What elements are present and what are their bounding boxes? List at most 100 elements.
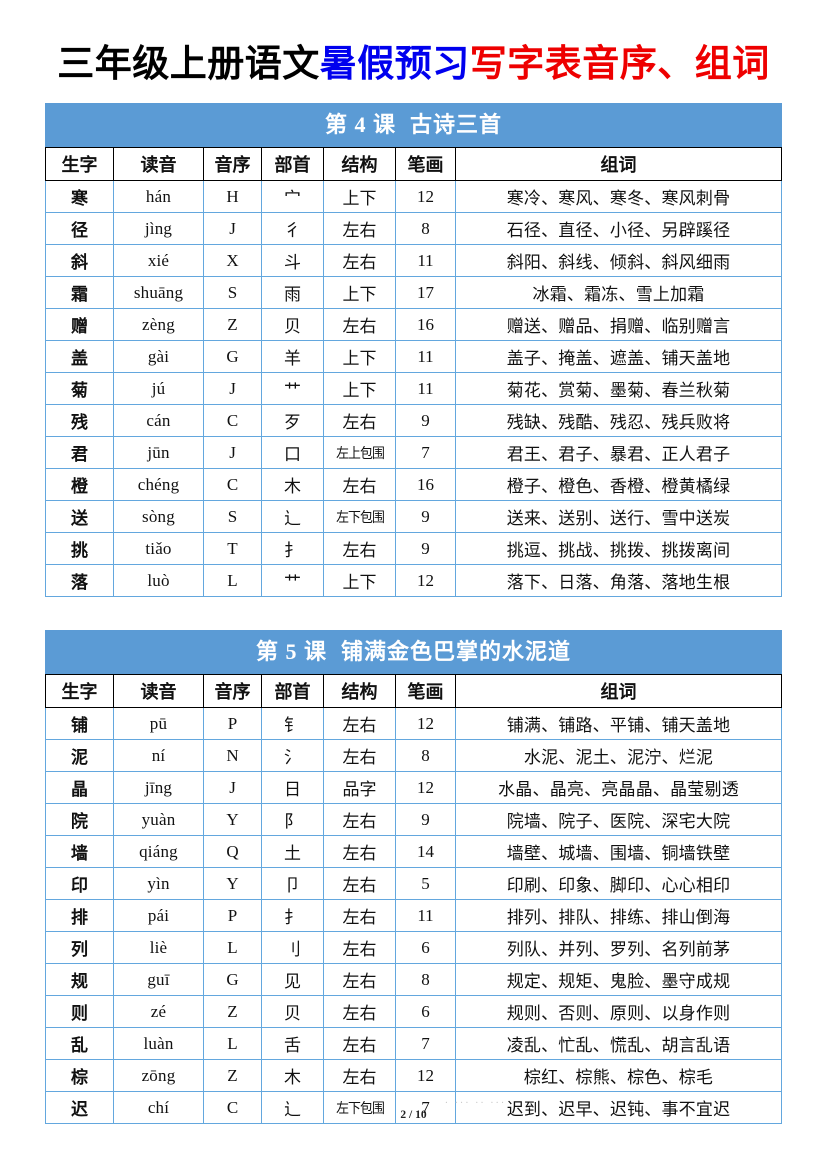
cell-jiegou: 左右 xyxy=(323,963,396,997)
column-header-bushou: 部首 xyxy=(261,674,324,709)
cell-pinyin: jīng xyxy=(113,771,204,805)
cell-yinxu: C xyxy=(203,404,262,438)
cell-yinxu: S xyxy=(203,276,262,310)
cell-bushou: 阝 xyxy=(261,803,324,837)
lesson-section: 第 4 课古诗三首 生字 读音 音序 部首 结构 笔画 组词寒 hán H 宀上下 12 寒冷、寒风、寒… xyxy=(45,103,782,598)
cell-bihua: 6 xyxy=(395,931,456,965)
lesson-number: 第 4 课 xyxy=(324,112,396,138)
cell-jiegou: 左右 xyxy=(323,835,396,869)
cell-jiegou: 左右 xyxy=(323,1027,396,1061)
cell-yinxu: Y xyxy=(203,867,262,901)
cell-zuci: 规则、否则、原则、以身作则 xyxy=(455,995,782,1029)
table-row: 寒 hán H 宀上下 12 寒冷、寒风、寒冬、寒风刺骨 xyxy=(45,180,782,214)
column-header-jiegou: 结构 xyxy=(323,147,396,182)
cell-bihua: 11 xyxy=(395,340,456,374)
cell-yinxu: L xyxy=(203,931,262,965)
cell-zuci: 石径、直径、小径、另辟蹊径 xyxy=(455,212,782,246)
cell-jiegou: 上下 xyxy=(323,276,396,310)
cell-zi: 墙 xyxy=(45,835,114,869)
table-row: 印 yìn Y 卩左右 5 印刷、印象、脚印、心心相印 xyxy=(45,867,782,901)
table-row: 送 sòng S 辶左下包围 9 送来、送别、送行、雪中送炭 xyxy=(45,500,782,534)
cell-pinyin: shuāng xyxy=(113,276,204,310)
column-header-zuci: 组词 xyxy=(455,674,782,709)
table-row: 迟 chí C 辶左下包围 7 迟到、迟早、迟钝、事不宜迟 xyxy=(45,1091,782,1125)
cell-zuci: 冰霜、霜冻、雪上加霜 xyxy=(455,276,782,310)
cell-bushou: 扌 xyxy=(261,532,324,566)
column-header-zi: 生字 xyxy=(45,674,114,709)
cell-jiegou: 上下 xyxy=(323,340,396,374)
cell-zuci: 列队、并列、罗列、名列前茅 xyxy=(455,931,782,965)
table-header-row: 生字 读音 音序 部首 结构 笔画 组词 xyxy=(45,147,782,182)
cell-zuci: 院墙、院子、医院、深宅大院 xyxy=(455,803,782,837)
cell-zuci: 规定、规矩、鬼脸、墨守成规 xyxy=(455,963,782,997)
cell-yinxu: Y xyxy=(203,803,262,837)
cell-bihua: 11 xyxy=(395,899,456,933)
cell-jiegou: 左右 xyxy=(323,931,396,965)
cell-zuci: 送来、送别、送行、雪中送炭 xyxy=(455,500,782,534)
cell-pinyin: pái xyxy=(113,899,204,933)
cell-zi: 铺 xyxy=(45,707,114,741)
cell-pinyin: yìn xyxy=(113,867,204,901)
cell-pinyin: jūn xyxy=(113,436,204,470)
table-row: 残 cán C 歹左右 9 残缺、残酷、残忍、残兵败将 xyxy=(45,404,782,438)
cell-zi: 印 xyxy=(45,867,114,901)
cell-yinxu: G xyxy=(203,963,262,997)
column-header-yinxu: 音序 xyxy=(203,147,262,182)
cell-bushou: 木 xyxy=(261,1059,324,1093)
cell-yinxu: P xyxy=(203,899,262,933)
cell-zuci: 印刷、印象、脚印、心心相印 xyxy=(455,867,782,901)
table-row: 盖 gài G 羊上下 11 盖子、掩盖、遮盖、铺天盖地 xyxy=(45,340,782,374)
table-row: 菊 jú J 艹上下 11 菊花、赏菊、墨菊、春兰秋菊 xyxy=(45,372,782,406)
cell-bushou: 斗 xyxy=(261,244,324,278)
table-row: 棕 zōng Z 木左右 12 棕红、棕熊、棕色、棕毛 xyxy=(45,1059,782,1093)
cell-yinxu: L xyxy=(203,1027,262,1061)
table-row: 院 yuàn Y 阝左右 9 院墙、院子、医院、深宅大院 xyxy=(45,803,782,837)
cell-bihua: 12 xyxy=(395,1059,456,1093)
cell-zi: 泥 xyxy=(45,739,114,773)
cell-jiegou: 上下 xyxy=(323,372,396,406)
column-header-zi: 生字 xyxy=(45,147,114,182)
cell-pinyin: chéng xyxy=(113,468,204,502)
cell-jiegou: 上下 xyxy=(323,564,396,598)
cell-bihua: 8 xyxy=(395,212,456,246)
cell-zi: 送 xyxy=(45,500,114,534)
table-row: 径 jìng J 彳左右 8 石径、直径、小径、另辟蹊径 xyxy=(45,212,782,246)
page-title-part-red: 写字表音序、组词 xyxy=(469,44,770,85)
page-title-part-black: 三年级上册语文 xyxy=(57,44,320,85)
cell-bihua: 14 xyxy=(395,835,456,869)
cell-zi: 迟 xyxy=(45,1091,114,1125)
cell-zi: 残 xyxy=(45,404,114,438)
cell-bushou: 舌 xyxy=(261,1027,324,1061)
page-number: 2 / 10 xyxy=(400,1109,427,1121)
cell-bihua: 12 xyxy=(395,564,456,598)
cell-zi: 则 xyxy=(45,995,114,1029)
cell-zuci: 赠送、赠品、捐赠、临别赠言 xyxy=(455,308,782,342)
cell-pinyin: zōng xyxy=(113,1059,204,1093)
cell-jiegou: 上下 xyxy=(323,180,396,214)
cell-zuci: 盖子、掩盖、遮盖、铺天盖地 xyxy=(455,340,782,374)
table-row: 墙 qiáng Q 土左右 14 墙壁、城墙、围墙、铜墙铁壁 xyxy=(45,835,782,869)
cell-pinyin: tiǎo xyxy=(113,532,204,566)
table-row: 橙 chéng C 木左右 16 橙子、橙色、香橙、橙黄橘绿 xyxy=(45,468,782,502)
column-header-yinxu: 音序 xyxy=(203,674,262,709)
cell-bushou: 木 xyxy=(261,468,324,502)
table-row: 君 jūn J 口左上包围 7 君王、君子、暴君、正人君子 xyxy=(45,436,782,470)
cell-bushou: 氵 xyxy=(261,739,324,773)
cell-yinxu: G xyxy=(203,340,262,374)
cell-pinyin: gài xyxy=(113,340,204,374)
cell-bushou: 贝 xyxy=(261,308,324,342)
cell-bihua: 12 xyxy=(395,180,456,214)
cell-yinxu: J xyxy=(203,436,262,470)
cell-bushou: 扌 xyxy=(261,899,324,933)
lesson-number: 第 5 课 xyxy=(255,639,327,665)
table-row: 晶 jīng J 日品字 12 水晶、晶亮、亮晶晶、晶莹剔透 xyxy=(45,771,782,805)
table-row: 则 zé Z 贝左右 6 规则、否则、原则、以身作则 xyxy=(45,995,782,1029)
cell-yinxu: T xyxy=(203,532,262,566)
cell-bihua: 16 xyxy=(395,308,456,342)
cell-bihua: 11 xyxy=(395,244,456,278)
lesson-title: 铺满金色巴掌的水泥道 xyxy=(341,639,572,665)
cell-jiegou: 左右 xyxy=(323,995,396,1029)
cell-yinxu: J xyxy=(203,212,262,246)
cell-pinyin: cán xyxy=(113,404,204,438)
cell-jiegou: 左右 xyxy=(323,404,396,438)
